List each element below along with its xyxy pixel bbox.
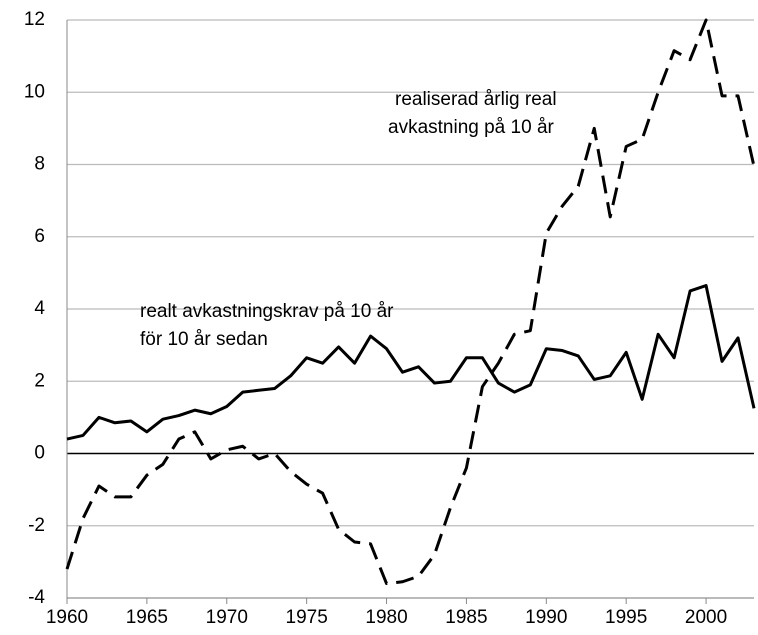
y-tick-label: -2: [28, 515, 45, 536]
y-tick-label: 12: [24, 9, 45, 30]
x-tick-label: 1985: [445, 607, 487, 628]
y-tick-label: 10: [24, 81, 45, 102]
data-line: [66, 284, 756, 441]
data-line: [65, 18, 756, 586]
annotation: för 10 år sedan: [140, 329, 268, 350]
y-tick-label: -4: [28, 587, 45, 608]
annotation: avkastning på 10 år: [388, 117, 555, 138]
x-tick-label: 1975: [286, 607, 328, 628]
y-tick-label: 8: [34, 154, 45, 175]
x-tick-label: 1965: [126, 607, 168, 628]
x-tick-label: 1970: [206, 607, 248, 628]
x-tick-label: 1960: [46, 607, 88, 628]
y-tick-label: 0: [34, 443, 45, 464]
y-tick-label: 6: [34, 226, 45, 247]
annotation: realiserad årlig real: [395, 89, 557, 110]
y-tick-label: 4: [34, 298, 45, 319]
x-tick-label: 1995: [605, 607, 647, 628]
x-tick-label: 2000: [685, 607, 727, 628]
x-tick-label: 1990: [525, 607, 567, 628]
x-tick-label: 1980: [365, 607, 407, 628]
annotation: realt avkastningskrav på 10 år: [140, 301, 394, 322]
y-tick-label: 2: [34, 370, 45, 391]
